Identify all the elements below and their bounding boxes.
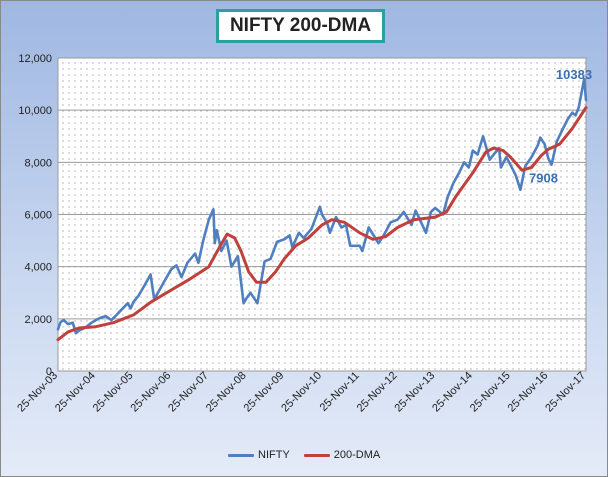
x-tick-label: 25-Nov-09 xyxy=(242,370,287,415)
y-tick-label: 12,000 xyxy=(18,53,52,65)
data-label: 10383 xyxy=(556,67,592,82)
series-lines xyxy=(56,77,588,342)
x-tick-label: 25-Nov-05 xyxy=(91,370,136,415)
x-tick-label: 25-Nov-10 xyxy=(279,370,324,415)
series-line-nifty xyxy=(56,77,588,335)
chart-title: NIFTY 200-DMA xyxy=(216,9,385,43)
series-line-200dma xyxy=(56,106,588,342)
legend-item-nifty: NIFTY xyxy=(228,449,290,461)
x-tick-label: 25-Nov-17 xyxy=(543,370,588,415)
y-tick-label: 10,000 xyxy=(18,105,52,117)
y-tick-label: 8,000 xyxy=(24,157,52,169)
y-axis: 0 2,000 4,000 6,000 8,000 10,000 12,000 xyxy=(18,53,52,378)
gridlines xyxy=(58,57,586,372)
legend-label-200dma: 200-DMA xyxy=(333,449,381,461)
annotations: 10383 7908 xyxy=(529,67,592,186)
legend: NIFTY 200-DMA xyxy=(228,447,394,463)
x-tick-label: 25-Nov-12 xyxy=(355,370,400,415)
y-tick-label: 0 xyxy=(46,366,52,378)
y-tick-label: 6,000 xyxy=(24,210,52,222)
x-axis: 25-Nov-0325-Nov-0425-Nov-0525-Nov-0625-N… xyxy=(15,370,588,415)
y-tick-label: 2,000 xyxy=(24,314,52,326)
x-tick-label: 25-Nov-16 xyxy=(506,370,551,415)
data-label: 7908 xyxy=(529,171,558,186)
legend-item-200dma: 200-DMA xyxy=(303,449,381,461)
legend-swatch-200dma xyxy=(303,453,330,457)
y-tick-label: 4,000 xyxy=(24,262,52,274)
legend-label-nifty: NIFTY xyxy=(258,449,290,461)
legend-swatch-nifty xyxy=(228,453,254,457)
